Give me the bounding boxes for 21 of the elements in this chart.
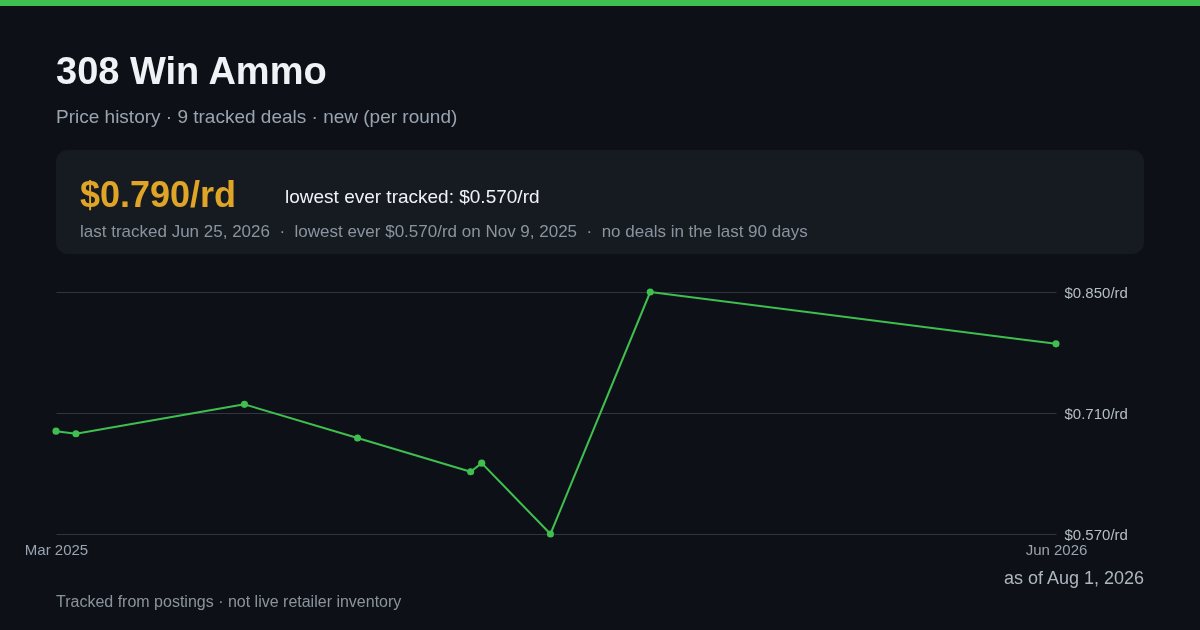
text: $0.790/rd [80, 174, 237, 216]
chart-title: 308 Win Ammo [56, 50, 327, 93]
point [467, 468, 475, 476]
x-tick-label: Jun 2026 [1025, 540, 1088, 558]
text: lowest ever tracked: $0.570/rd [285, 186, 540, 208]
point [240, 400, 249, 408]
point [354, 434, 362, 442]
y-tick-label: $0.850/rd [1064, 283, 1128, 301]
chart-subtitle: Price history · 9 tracked deals · new (per round) [56, 106, 458, 128]
x-tick-label: Mar 2025 [24, 540, 89, 558]
text: Tracked from postings · not live retailer inventory [56, 593, 402, 611]
y-tick-label: $0.710/rd [1064, 404, 1128, 422]
point [52, 427, 60, 435]
y-tick-label: $0.570/rd [1064, 525, 1128, 543]
text: last tracked Jun 25, 2026 · lowest ever $0.570/rd on Nov 9, 2025 · no deals in the last 90 days [80, 222, 808, 242]
point [72, 430, 80, 438]
point [646, 288, 654, 296]
point [478, 459, 486, 467]
point [546, 530, 554, 538]
text: as of Aug 1, 2026 [1003, 568, 1144, 589]
point [1052, 340, 1060, 348]
